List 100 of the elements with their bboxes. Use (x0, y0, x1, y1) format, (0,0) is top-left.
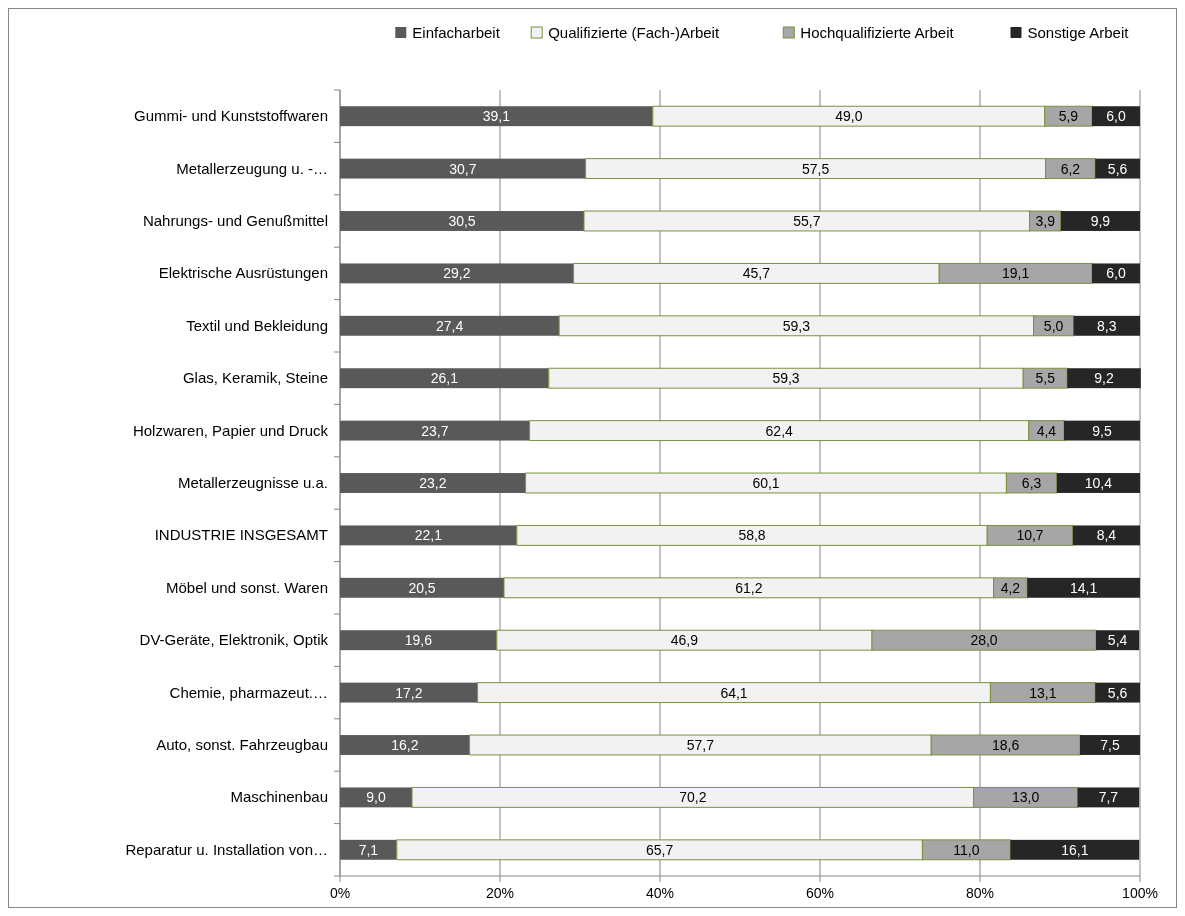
data-label: 7,7 (1098, 789, 1119, 806)
data-label: 30,7 (449, 160, 477, 177)
bar (340, 735, 470, 755)
data-label: 19,1 (1001, 265, 1030, 282)
y-tick-label: Gummi- und Kunststoffwaren (134, 107, 328, 125)
data-label: 7,1 (358, 841, 379, 858)
data-label: 10,7 (1016, 527, 1044, 544)
data-label: 20,5 (408, 579, 436, 596)
data-label: 16,2 (391, 737, 419, 753)
data-label: 46,9 (670, 632, 699, 649)
data-label: 4,2 (1000, 579, 1021, 596)
data-label: 65,7 (645, 841, 674, 858)
bar (340, 211, 584, 231)
data-label: 8,4 (1096, 527, 1117, 544)
x-tick-label: 20% (485, 885, 515, 901)
data-label: 55,7 (793, 213, 821, 229)
bar (1056, 473, 1140, 493)
bar (1077, 787, 1140, 808)
x-tick-label: 0% (329, 885, 351, 901)
data-label: 13,1 (1029, 684, 1057, 701)
bar (340, 263, 574, 284)
bar (1073, 315, 1140, 336)
legend-label: Qualifizierte (Fach-)Arbeit (548, 24, 720, 41)
x-tick-label: 80% (965, 885, 995, 901)
y-tick-label: Metallerzeugung u. -… (176, 159, 328, 177)
data-label: 28,0 (970, 632, 998, 649)
data-label: 57,5 (801, 160, 830, 177)
data-label: 11,0 (953, 841, 980, 858)
data-label: 5,0 (1043, 317, 1064, 334)
data-label: 10,4 (1084, 475, 1113, 491)
y-tick-label: INDUSTRIE INSGESAMT (154, 526, 328, 544)
bar (340, 315, 560, 336)
y-tick-label: Textil und Bekleidung (186, 316, 328, 334)
data-label: 59,3 (782, 317, 811, 334)
data-label: 9,2 (1094, 370, 1114, 387)
data-label: 22,1 (414, 527, 443, 544)
data-label: 64,1 (720, 684, 748, 701)
bar (340, 577, 504, 598)
data-label: 6,2 (1060, 160, 1081, 177)
bar (1080, 735, 1140, 755)
legend-label: Sonstige Arbeit (1027, 24, 1130, 41)
y-tick-label: Chemie, pharmazeut.… (169, 683, 328, 701)
data-label: 58,8 (738, 527, 766, 544)
y-tick-label: Möbel und sonst. Waren (165, 578, 328, 596)
data-label: 8,3 (1097, 317, 1117, 334)
data-label: 18,6 (991, 737, 1020, 753)
data-label: 19,6 (404, 632, 433, 649)
bar (1072, 525, 1140, 546)
data-label: 7,5 (1100, 737, 1120, 753)
bar (1067, 368, 1141, 389)
bar (340, 787, 412, 808)
bar (1064, 420, 1140, 441)
x-tick-label: 60% (805, 885, 835, 901)
data-label: 5,9 (1058, 108, 1079, 125)
y-tick-label: DV-Geräte, Elektronik, Optik (139, 631, 329, 649)
data-label: 5,6 (1107, 160, 1128, 177)
data-label: 5,5 (1035, 370, 1056, 387)
data-label: 5,4 (1107, 632, 1128, 649)
data-label: 6,3 (1021, 475, 1042, 491)
data-label: 6,0 (1106, 265, 1126, 282)
data-label: 45,7 (742, 265, 771, 282)
bar (1010, 839, 1140, 860)
bar (1060, 211, 1140, 231)
bar (340, 158, 586, 179)
x-tick-label: 100% (1122, 885, 1158, 901)
data-label: 9,0 (366, 789, 386, 806)
bar (340, 525, 517, 546)
data-label: 49,0 (835, 108, 863, 125)
legend-label: Hochqualifizierte Arbeit (800, 24, 955, 41)
data-label: 23,2 (419, 475, 447, 491)
bar (340, 682, 478, 703)
data-label: 39,1 (482, 108, 511, 125)
y-tick-label: Elektrische Ausrüstungen (158, 264, 328, 282)
y-tick-label: Glas, Keramik, Steine (182, 369, 328, 387)
y-tick-label: Reparatur u. Installation von… (125, 840, 328, 858)
data-label: 16,1 (1061, 841, 1089, 858)
bar (340, 630, 497, 651)
bar (340, 368, 549, 389)
data-label: 60,1 (752, 475, 780, 491)
data-label: 62,4 (765, 422, 794, 439)
data-label: 70,2 (679, 789, 707, 806)
bar (340, 473, 526, 493)
data-label: 30,5 (448, 213, 476, 229)
bar (340, 420, 530, 441)
data-label: 6,0 (1106, 108, 1126, 125)
bar (1027, 577, 1140, 598)
bar (340, 106, 653, 127)
data-label: 57,7 (686, 737, 715, 753)
data-label: 23,7 (421, 422, 449, 439)
y-tick-label: Auto, sonst. Fahrzeugbau (156, 736, 328, 753)
data-label: 14,1 (1069, 579, 1098, 596)
data-label: 5,6 (1107, 684, 1128, 701)
data-label: 27,4 (435, 317, 464, 334)
data-label: 13,0 (1011, 789, 1040, 806)
data-label: 59,3 (772, 370, 800, 387)
data-label: 3,9 (1035, 213, 1056, 229)
y-tick-label: Nahrungs- und Genußmittel (142, 212, 328, 229)
y-tick-label: Metallerzeugnisse u.a. (177, 474, 328, 491)
data-label: 17,2 (395, 684, 423, 701)
legend-label: Einfacharbeit (412, 24, 501, 41)
